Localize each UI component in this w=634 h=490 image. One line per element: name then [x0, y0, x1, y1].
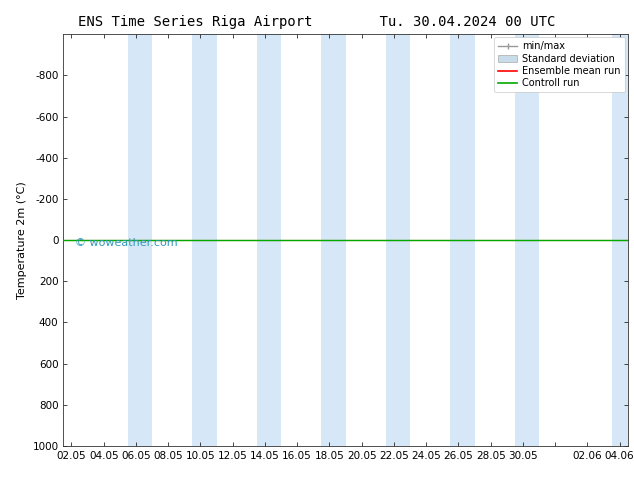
Bar — [515, 34, 539, 446]
Bar — [321, 34, 346, 446]
Bar — [450, 34, 474, 446]
Bar — [612, 34, 628, 446]
Bar — [386, 34, 410, 446]
Bar — [128, 34, 152, 446]
Text: ENS Time Series Riga Airport        Tu. 30.04.2024 00 UTC: ENS Time Series Riga Airport Tu. 30.04.2… — [79, 15, 555, 29]
Bar — [257, 34, 281, 446]
Text: © woweather.com: © woweather.com — [75, 238, 178, 248]
Legend: min/max, Standard deviation, Ensemble mean run, Controll run: min/max, Standard deviation, Ensemble me… — [494, 37, 624, 92]
Y-axis label: Temperature 2m (°C): Temperature 2m (°C) — [17, 181, 27, 299]
Bar — [192, 34, 217, 446]
